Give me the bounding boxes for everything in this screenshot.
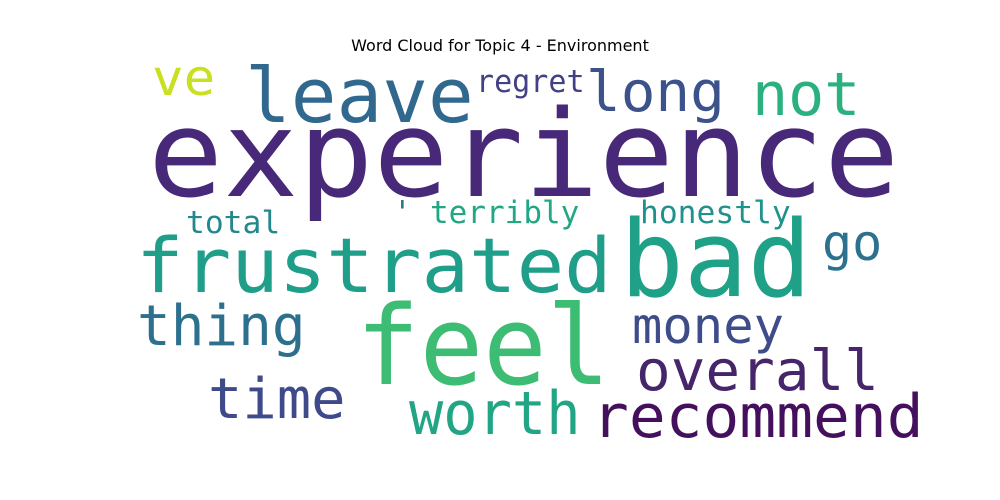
word-go: go [822, 214, 882, 272]
word-experience: experience [148, 84, 899, 224]
word-total: total [186, 205, 280, 241]
word-terribly: terribly [430, 195, 579, 231]
chart-title: Word Cloud for Topic 4 - Environment [351, 36, 649, 55]
word-recommend: recommend [592, 383, 924, 452]
word-worth: worth [409, 379, 581, 449]
word-thing: thing [137, 294, 306, 359]
word-long: long [586, 60, 725, 125]
word-ve: ve [152, 49, 215, 108]
word-frustrated: frustrated [136, 222, 612, 310]
word-apostrophe: ' [393, 195, 412, 231]
word-money: money [632, 296, 784, 355]
word-bad: bad [620, 198, 811, 321]
word-honestly: honestly [640, 195, 791, 231]
word-regret: regret [476, 65, 585, 101]
word-feel: feel [356, 283, 610, 411]
word-overall: overall [636, 339, 879, 404]
word-leave: leave [245, 51, 474, 140]
word-time: time [208, 367, 346, 432]
word-not: not [752, 60, 860, 130]
